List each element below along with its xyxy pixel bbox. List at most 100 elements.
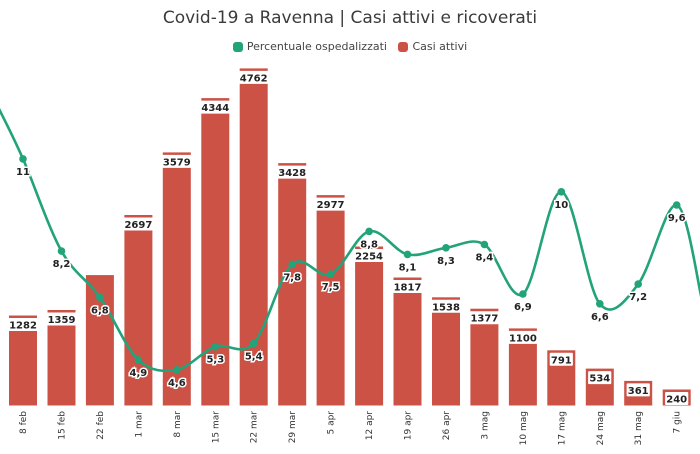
bar-label-text: 1377 (470, 314, 498, 325)
bar-label-text: 1359 (48, 315, 76, 326)
bar-label-text: 3428 (278, 168, 306, 179)
line-label: 4,6 (168, 378, 186, 389)
bar-label-box (238, 70, 269, 84)
bar-label: 4344 (200, 100, 230, 114)
bar-label: 1817 (392, 280, 423, 294)
line-point[interactable] (519, 290, 527, 298)
bar-label: 534 (588, 371, 612, 385)
line-label: 10 (554, 200, 568, 211)
line-label: 8,1 (399, 262, 417, 273)
bar-label-text: 1817 (394, 283, 422, 294)
x-tick-label: 10 mag (519, 411, 529, 445)
bar-casi-attivi[interactable] (315, 194, 346, 407)
line-label: 7,5 (322, 282, 340, 293)
bar-label-box (162, 154, 192, 168)
line-point[interactable] (134, 356, 143, 364)
line-point[interactable] (596, 300, 604, 308)
x-tick-label: 3 mag (480, 411, 490, 440)
line-point[interactable] (442, 244, 450, 252)
line-label: 8,2 (53, 259, 71, 270)
bar-label-box (392, 280, 423, 293)
line-label: 5,3 (206, 355, 224, 366)
bar-casi-attivi[interactable] (200, 97, 231, 407)
line-label: 6,6 (591, 312, 609, 323)
bar-casi-attivi[interactable] (469, 307, 500, 407)
bar-label-text: 534 (589, 374, 610, 385)
x-tick-label: 8 mar (173, 411, 183, 438)
x-tick-label: 17 mag (557, 411, 567, 445)
legend-item-casi-attivi[interactable]: Casi attivi (398, 40, 467, 53)
line-point[interactable] (173, 366, 181, 374)
bar-label-text: 1100 (509, 333, 537, 344)
line-point[interactable] (249, 339, 258, 348)
x-tick-label: 5 apr (327, 411, 337, 435)
bars-group (8, 67, 692, 407)
bar-label-text: 791 (551, 355, 572, 366)
bar-label: 1359 (46, 312, 77, 326)
line-label: 7,2 (629, 292, 647, 303)
line-point[interactable] (480, 240, 489, 249)
bar-label-box (431, 299, 461, 313)
line-point[interactable] (634, 280, 642, 288)
line-label: 6,8 (91, 305, 109, 316)
bar-label-box (665, 392, 689, 405)
bar-label: 2254 (354, 249, 384, 263)
line-point[interactable] (403, 250, 412, 259)
x-tick-label: 19 apr (404, 411, 414, 441)
bar-label: 3428 (277, 165, 307, 179)
line-point[interactable] (557, 188, 566, 196)
line-point[interactable] (288, 260, 297, 269)
legend-swatch-green-icon (232, 41, 243, 52)
line-point[interactable] (57, 247, 66, 255)
bar-casi-attivi[interactable] (123, 214, 154, 407)
line-point[interactable] (19, 155, 27, 163)
x-tick-label: 24 mag (596, 411, 606, 445)
line-label: 8,3 (437, 256, 455, 267)
bar-label-box (123, 217, 154, 231)
bar-casi-attivi[interactable] (161, 151, 192, 407)
x-tick-label: 26 apr (442, 411, 452, 441)
line-point[interactable] (211, 342, 220, 351)
bar-casi-attivi[interactable] (392, 276, 423, 407)
line-label: 9,6 (668, 213, 686, 224)
bar-label-text: 240 (666, 395, 687, 406)
bar-label: 1377 (469, 311, 500, 325)
bar-label-box (315, 197, 346, 211)
bar-casi-attivi[interactable] (431, 296, 461, 407)
bar-label: 2697 (123, 217, 154, 231)
x-tick-label: 8 feb (19, 411, 29, 434)
chart-legend: Percentuale ospedalizzati Casi attivi (0, 40, 700, 55)
line-point[interactable] (326, 270, 335, 279)
legend-label: Casi attivi (412, 40, 468, 53)
bar-label: 4762 (238, 70, 269, 84)
line-point[interactable] (96, 293, 104, 302)
line-point[interactable] (672, 201, 681, 209)
bar-label-text: 4344 (201, 103, 229, 114)
bar-label: 1100 (508, 330, 538, 344)
bar-casi-attivi[interactable] (354, 245, 385, 407)
x-tick-label: 22 mar (250, 411, 260, 444)
bar-casi-attivi[interactable] (277, 162, 308, 407)
line-label: 7,8 (283, 272, 301, 283)
line-point[interactable] (365, 227, 373, 236)
bar-casi-attivi[interactable] (46, 309, 77, 407)
legend-item-percentuale[interactable]: Percentuale ospedalizzati (232, 40, 387, 53)
bar-label: 791 (549, 352, 573, 366)
bar-label-text: 4762 (240, 73, 268, 84)
bar-label-text: 361 (628, 386, 649, 397)
bar-label-text: 2697 (124, 220, 152, 231)
line-label: 8,4 (476, 253, 494, 264)
chart-title: Covid-19 a Ravenna | Casi attivi e ricov… (162, 8, 538, 28)
line-label: 8,8 (360, 239, 378, 250)
legend-label: Percentuale ospedalizzati (246, 40, 387, 53)
line-label: 5,4 (245, 351, 263, 362)
bar-label: 240 (665, 392, 689, 406)
x-tick-label: 15 mar (211, 411, 221, 444)
bar-label-box (8, 318, 38, 331)
bar-label-text: 2254 (355, 252, 383, 263)
x-tick-label: 15 feb (58, 411, 68, 440)
x-tick-label: 7 giu (673, 411, 683, 434)
x-tick-label: 31 mag (634, 411, 644, 445)
